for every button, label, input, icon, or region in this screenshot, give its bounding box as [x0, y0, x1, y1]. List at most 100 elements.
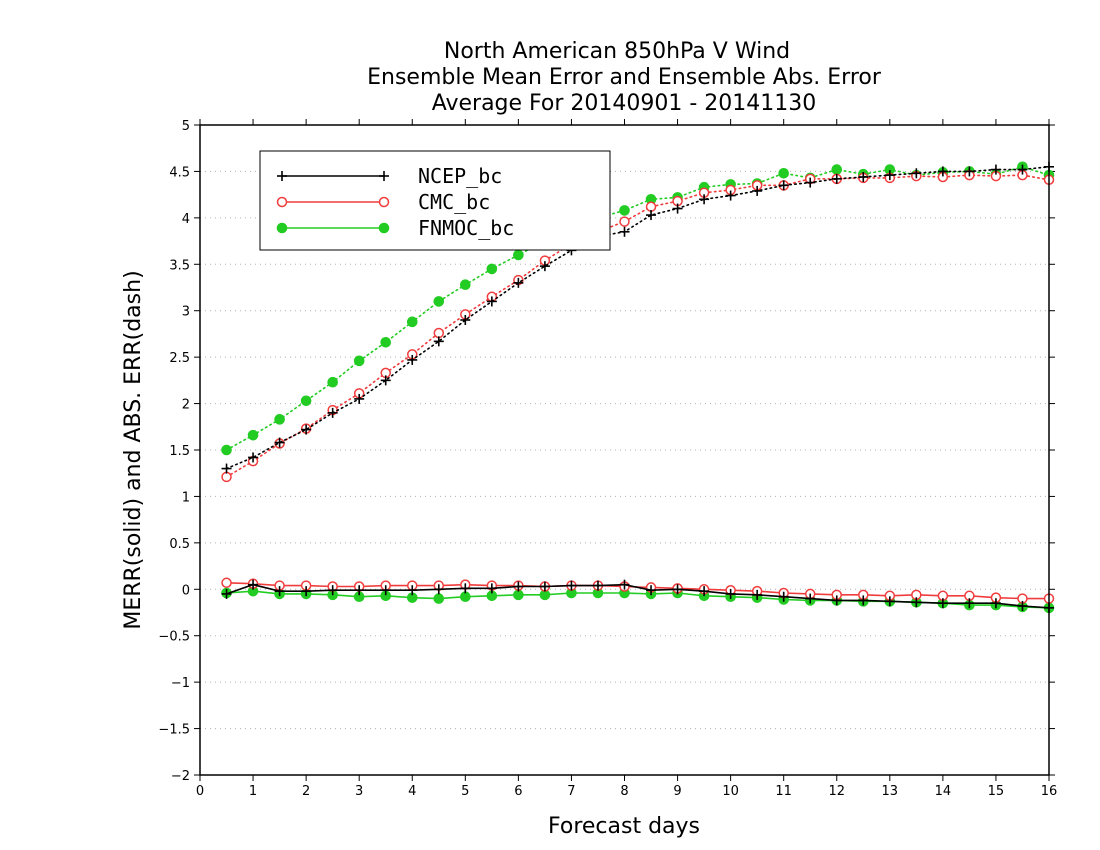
- data-point-merr-ncep-bc: [539, 581, 550, 592]
- data-point-abs-err-ncep-bc: [752, 185, 763, 196]
- data-point-abs-err-ncep-bc: [725, 190, 736, 201]
- data-point-abs-err-fnmoc-bc: [380, 336, 392, 348]
- data-point-abs-err-cmc-bc: [433, 327, 445, 339]
- y-axis-ticks: −2 −1.5 −1 −0.5 0 0.5 1 1.5 2 2.5 3 3.5 4 4.5 5: [158, 119, 1055, 784]
- data-point-merr-ncep-bc: [513, 581, 524, 592]
- legend-marker-ncep-bc: [379, 171, 389, 181]
- data-point-merr-ncep-bc: [884, 596, 895, 607]
- y-tick-label: −2: [171, 769, 190, 784]
- legend-label-ncep-bc: NCEP_bc: [418, 164, 502, 188]
- x-tick-label: 6: [514, 784, 522, 799]
- data-point-merr-ncep-bc: [301, 586, 312, 597]
- data-point-merr-ncep-bc: [486, 583, 497, 594]
- data-point-merr-ncep-bc: [752, 589, 763, 600]
- data-point-merr-ncep-bc: [858, 595, 869, 606]
- data-point-abs-err-ncep-bc: [646, 210, 657, 221]
- legend-marker-fnmoc-bc: [378, 222, 390, 234]
- data-point-merr-ncep-bc: [805, 593, 816, 604]
- y-tick-label: 1.5: [169, 444, 190, 459]
- data-point-merr-ncep-bc: [831, 595, 842, 606]
- data-point-abs-err-cmc-bc: [619, 216, 630, 227]
- data-point-abs-err-fnmoc-bc: [460, 279, 471, 291]
- data-point-abs-err-ncep-bc: [699, 194, 710, 205]
- x-tick-label: 5: [461, 784, 469, 799]
- data-point-abs-err-fnmoc-bc: [300, 395, 312, 407]
- data-point-abs-err-fnmoc-bc: [221, 444, 232, 456]
- data-point-abs-err-fnmoc-bc: [831, 164, 843, 175]
- y-tick-label: 2: [182, 398, 190, 413]
- x-tick-label: 12: [828, 784, 845, 799]
- series-line-merr-fnmoc-bc: [226, 590, 1050, 609]
- data-point-merr-ncep-bc: [990, 598, 1001, 609]
- data-point-abs-err-ncep-bc: [964, 166, 975, 177]
- series-line-abs-err-ncep-bc: [225, 165, 1050, 470]
- y-tick-label: 0.5: [169, 537, 190, 552]
- legend-box: [259, 150, 611, 251]
- x-tick-label: 1: [249, 784, 257, 799]
- x-tick-label: 13: [882, 784, 899, 799]
- data-point-merr-ncep-bc: [937, 598, 948, 609]
- data-point-abs-err-ncep-bc: [513, 277, 524, 288]
- grid: [200, 170, 1049, 730]
- data-point-merr-ncep-bc: [964, 598, 975, 609]
- data-point-abs-err-ncep-bc: [407, 354, 418, 365]
- y-tick-label: 4: [182, 212, 190, 227]
- legend-marker-fnmoc-bc: [276, 222, 288, 234]
- y-tick-label: 1: [182, 490, 190, 505]
- data-point-abs-err-ncep-bc: [433, 336, 444, 347]
- x-tick-label: 0: [196, 784, 204, 799]
- x-tick-label: 10: [722, 784, 739, 799]
- chart-title-line-3: Average For 20140901 - 20141130: [432, 91, 817, 116]
- data-point-merr-ncep-bc: [672, 584, 683, 595]
- data-point-abs-err-fnmoc-bc: [486, 263, 498, 275]
- legend-label-fnmoc-bc: FNMOC_bc: [418, 216, 514, 240]
- plot-frame: [199, 124, 1050, 776]
- data-point-merr-ncep-bc: [566, 580, 577, 591]
- data-point-merr-ncep-bc: [911, 597, 922, 608]
- data-point-abs-err-ncep-bc: [274, 437, 285, 448]
- data-point-abs-err-ncep-bc: [221, 463, 232, 474]
- x-tick-label: 4: [408, 784, 416, 799]
- data-point-abs-err-ncep-bc: [301, 424, 312, 435]
- x-tick-label: 7: [567, 784, 575, 799]
- y-tick-label: −0.5: [158, 630, 190, 645]
- data-point-abs-err-ncep-bc: [486, 296, 497, 307]
- data-point-abs-err-ncep-bc: [460, 315, 471, 325]
- data-point-abs-err-ncep-bc: [248, 452, 259, 463]
- x-tick-label: 8: [620, 784, 628, 799]
- x-axis-ticks: 0 1 2 3 4 5 6 7 8 9 10 11 12 13 14 15 16: [196, 119, 1057, 799]
- series-line-abs-err-cmc-bc: [225, 174, 1050, 478]
- data-point-abs-err-ncep-bc: [911, 168, 922, 179]
- data-point-merr-ncep-bc: [327, 585, 338, 596]
- y-tick-label: 0: [182, 583, 190, 598]
- legend-marker-cmc-bc: [378, 196, 390, 208]
- x-tick-label: 15: [988, 784, 1005, 799]
- chart-title-line-1: North American 850hPa V Wind: [444, 39, 790, 64]
- x-tick-label: 2: [302, 784, 310, 799]
- data-point-abs-err-fnmoc-bc: [327, 376, 338, 388]
- x-tick-label: 9: [673, 784, 681, 799]
- data-point-abs-err-ncep-bc: [619, 226, 630, 237]
- data-point-abs-err-fnmoc-bc: [247, 429, 259, 441]
- data-point-abs-err-fnmoc-bc: [778, 167, 789, 179]
- data-point-abs-err-fnmoc-bc: [513, 249, 524, 261]
- chart-title-line-2: Ensemble Mean Error and Ensemble Abs. Er…: [367, 65, 882, 90]
- data-point-merr-ncep-bc: [274, 586, 285, 597]
- data-point-merr-ncep-bc: [778, 591, 789, 602]
- data-point-merr-ncep-bc: [725, 588, 736, 599]
- data-point-merr-cmc-bc: [221, 577, 232, 589]
- data-point-abs-err-fnmoc-bc: [353, 355, 365, 367]
- data-point-abs-err-ncep-bc: [354, 393, 365, 404]
- y-tick-label: 5: [182, 119, 190, 134]
- data-point-merr-ncep-bc: [619, 579, 630, 590]
- data-point-merr-ncep-bc: [592, 580, 603, 591]
- series-line-abs-err-fnmoc-bc: [225, 165, 1050, 451]
- data-point-abs-err-ncep-bc: [831, 173, 842, 184]
- data-point-abs-err-fnmoc-bc: [433, 296, 445, 307]
- data-point-merr-ncep-bc: [221, 588, 232, 599]
- data-point-abs-err-cmc-bc: [221, 471, 232, 483]
- x-tick-label: 14: [935, 784, 952, 799]
- data-point-abs-err-ncep-bc: [858, 172, 869, 182]
